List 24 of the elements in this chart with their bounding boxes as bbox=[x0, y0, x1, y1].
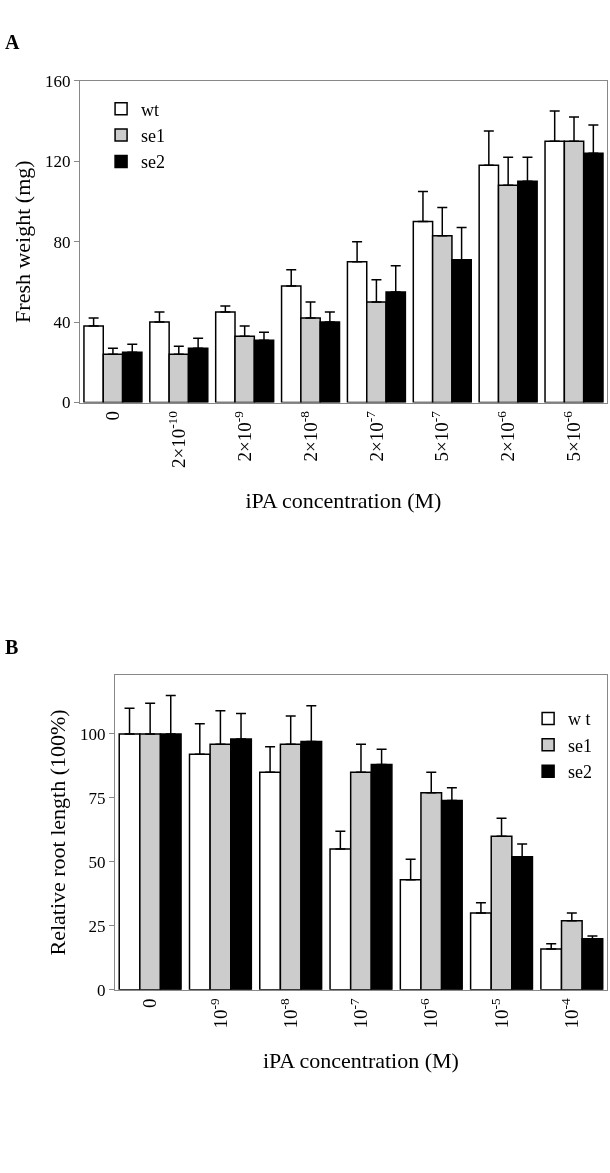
y-tick-label: 80 bbox=[53, 232, 71, 252]
x-axis-title: iPA concentration (M) bbox=[263, 1048, 459, 1074]
legend-label: se2 bbox=[141, 152, 166, 173]
y-tick-label: 0 bbox=[62, 393, 71, 413]
y-tick-label: 25 bbox=[88, 916, 106, 936]
y-tick-label: 100 bbox=[80, 724, 106, 744]
y-tick-label: 50 bbox=[88, 852, 106, 872]
x-tick-label: 0 bbox=[102, 411, 124, 421]
y-tick-label: 0 bbox=[97, 980, 106, 1000]
legend-label: se1 bbox=[141, 126, 166, 147]
x-tick-label: 0 bbox=[139, 998, 161, 1008]
legend-label: se1 bbox=[568, 735, 593, 756]
y-tick-label: 75 bbox=[88, 788, 106, 808]
y-tick-label: 160 bbox=[45, 71, 71, 91]
chart-title: A bbox=[5, 31, 20, 53]
legend-label: w t bbox=[568, 709, 591, 730]
chart-title: B bbox=[5, 636, 19, 658]
legend-label: wt bbox=[141, 99, 160, 120]
x-axis-title: iPA concentration (M) bbox=[245, 487, 442, 513]
y-axis-title: Relative root length (100%) bbox=[44, 709, 70, 956]
y-axis-title: Fresh weight (mg) bbox=[9, 160, 35, 323]
legend-label: se2 bbox=[568, 762, 593, 783]
y-tick-label: 120 bbox=[45, 152, 71, 172]
y-tick-label: 40 bbox=[53, 313, 71, 333]
